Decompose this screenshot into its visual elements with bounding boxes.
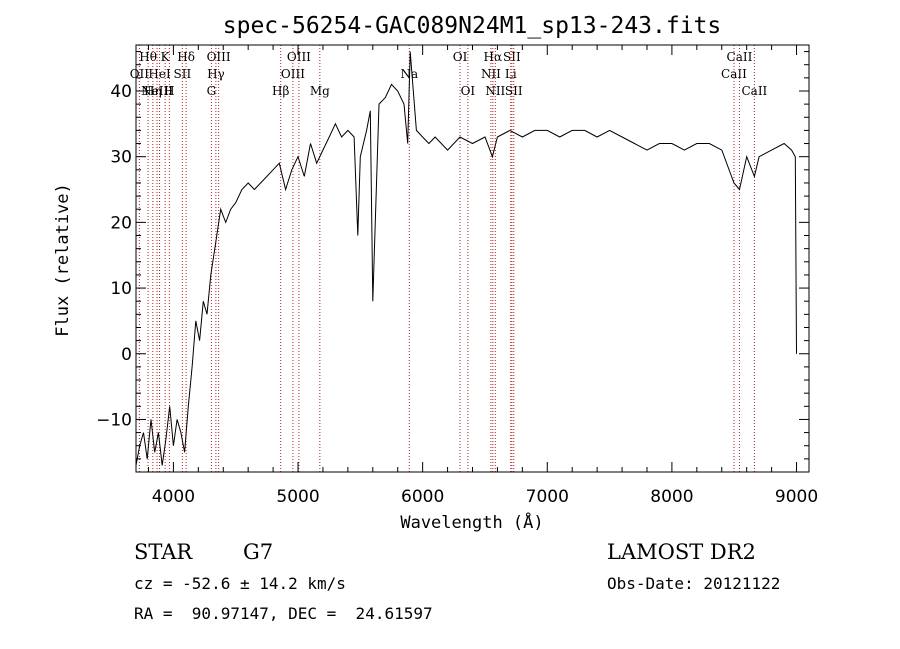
spectral-line-label: Li	[505, 67, 517, 81]
x-tick-label: 5000	[276, 487, 319, 507]
survey-name: LAMOST DR2	[607, 540, 756, 564]
spectral-line-label: CaII	[727, 50, 753, 64]
spectral-line-label: OI	[461, 84, 476, 98]
x-tick-label: 6000	[401, 487, 444, 507]
y-tick-label: −10	[96, 410, 132, 430]
spectral-line-label: SII	[505, 84, 523, 98]
spectral-line-label: HeI	[148, 67, 171, 81]
observation-date: Obs-Date: 20121122	[607, 574, 781, 593]
spectral-line-label: NII	[485, 84, 505, 98]
x-tick-label: 8000	[650, 487, 693, 507]
x-tick-label: 4000	[152, 487, 195, 507]
y-axis-ticks: −10 0 10 20 30 40	[96, 51, 809, 460]
spectral-line-label: Mg	[310, 84, 330, 98]
x-axis-label: Wavelength (Å)	[400, 511, 543, 533]
x-tick-label: 9000	[775, 487, 818, 507]
spectral-line-label: H	[164, 84, 174, 98]
spectral-line-label: Hβ	[272, 84, 289, 98]
y-tick-label: 40	[110, 82, 132, 102]
y-tick-label: 10	[110, 279, 132, 299]
spectral-line-label: K	[161, 50, 171, 64]
spectral-line-label: Hα	[484, 50, 503, 64]
spectral-line-label: CaII	[721, 67, 747, 81]
object-class: STAR	[134, 540, 193, 564]
spectral-line-label: SII	[174, 67, 192, 81]
x-axis-ticks: 4000 5000 6000 7000 8000 9000	[147, 45, 818, 507]
spectral-line-label: OI	[453, 50, 468, 64]
spectral-line-label: OIII	[287, 50, 311, 64]
spectral-line-label: Hθ	[139, 50, 157, 64]
plot-frame	[135, 44, 810, 473]
spectral-line-label: OIII	[207, 50, 231, 64]
spectrum-series	[135, 51, 797, 466]
chart-title: spec-56254-GAC089N24M1_sp13-243.fits	[223, 13, 722, 39]
ra-dec: RA = 90.97147, DEC = 24.61597	[134, 604, 433, 623]
y-tick-label: 0	[121, 345, 132, 365]
spectral-line-label: Hδ	[177, 50, 195, 64]
spectral-line-label: SII	[503, 50, 521, 64]
spectral-line-label: CaII	[741, 84, 767, 98]
spectral-line-label: NII	[481, 67, 501, 81]
spectral-line-label: OII	[130, 67, 150, 81]
spectral-line-label: G	[207, 84, 217, 98]
spectrum-line	[135, 51, 797, 466]
y-axis-label: Flux (relative)	[53, 183, 73, 337]
redshift-cz: cz = -52.6 ± 14.2 km/s	[134, 574, 346, 593]
spectral-line-label: OIII	[281, 67, 305, 81]
y-tick-label: 30	[110, 148, 132, 168]
y-tick-label: 20	[110, 213, 132, 233]
spectral-line-label: Hγ	[207, 67, 225, 81]
object-subclass: G7	[243, 540, 274, 564]
x-tick-label: 7000	[526, 487, 569, 507]
spectral-line-markers: HθOIIHηNeIIIHeIKHSIIHδGHγOIIIHβOIIIOIIIM…	[130, 45, 768, 472]
